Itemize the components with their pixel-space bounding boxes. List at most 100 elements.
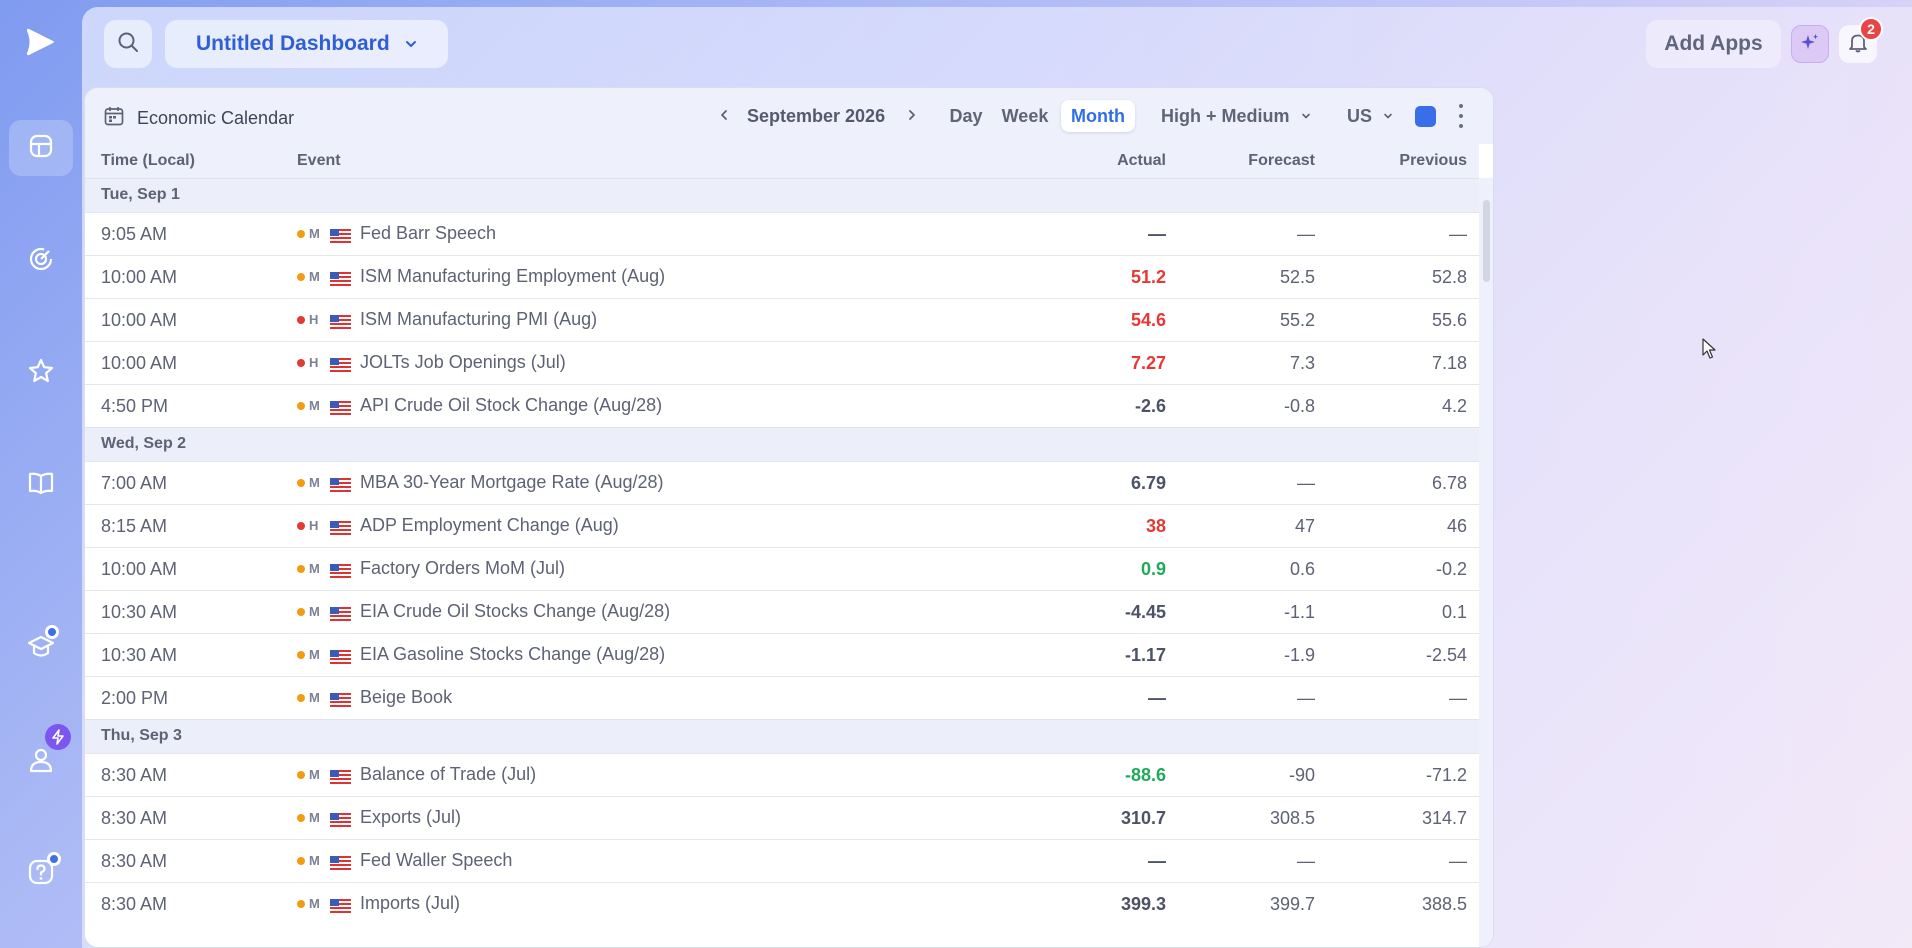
- table-row[interactable]: 8:15 AM H ADP Employment Change (Aug) 38 47 4…: [85, 504, 1479, 547]
- sparkle-icon: [1800, 32, 1820, 57]
- forecast-value: -90: [1288, 765, 1315, 785]
- next-month-button[interactable]: [905, 100, 919, 132]
- us-flag-icon: [330, 476, 351, 492]
- logo-icon[interactable]: [24, 26, 56, 58]
- scrollbar[interactable]: [1479, 178, 1493, 947]
- event-name[interactable]: Beige Book: [360, 687, 453, 707]
- forecast-value: —: [1297, 473, 1315, 493]
- day-label: Tue, Sep 1: [101, 186, 180, 203]
- dashboard-selector[interactable]: Untitled Dashboard: [165, 20, 448, 68]
- day-label: Thu, Sep 3: [101, 727, 182, 744]
- rail-library-button[interactable]: [9, 457, 73, 513]
- search-button[interactable]: [104, 20, 152, 68]
- event-name[interactable]: EIA Crude Oil Stocks Change (Aug/28): [360, 601, 671, 621]
- forecast-value: 0.6: [1289, 559, 1315, 579]
- widget-color-swatch[interactable]: [1415, 106, 1436, 127]
- rail-help-button[interactable]: [9, 846, 73, 902]
- add-apps-button[interactable]: Add Apps: [1646, 20, 1781, 68]
- ai-assistant-button[interactable]: [1791, 25, 1829, 63]
- event-cell: M Exports (Jul): [297, 807, 461, 828]
- actual-value: 310.7: [1120, 808, 1166, 828]
- column-time: Time (Local): [101, 152, 195, 169]
- rail-dashboard-button[interactable]: [9, 120, 73, 176]
- table-row[interactable]: 4:50 PM M API Crude Oil Stock Change (Aug/…: [85, 384, 1479, 427]
- us-flag-icon: [330, 854, 351, 870]
- previous-value: 314.7: [1421, 808, 1467, 828]
- table-row[interactable]: 10:30 AM M EIA Gasoline Stocks Change (Aug…: [85, 633, 1479, 676]
- table-row[interactable]: 10:00 AM M ISM Manufacturing Employment (A…: [85, 255, 1479, 298]
- event-name[interactable]: MBA 30-Year Mortgage Rate (Aug/28): [360, 472, 664, 492]
- us-flag-icon: [330, 562, 351, 578]
- main-panel: Untitled Dashboard Add Apps 2 Economic: [82, 7, 1912, 948]
- actual-value: 7.27: [1130, 353, 1166, 373]
- event-name[interactable]: Factory Orders MoM (Jul): [360, 558, 566, 578]
- event-cell: M MBA 30-Year Mortgage Rate (Aug/28): [297, 472, 664, 493]
- actual-value: 38: [1145, 516, 1166, 536]
- table-row[interactable]: 10:00 AM H ISM Manufacturing PMI (Aug) 54.6…: [85, 298, 1479, 341]
- event-name[interactable]: JOLTs Job Openings (Jul): [360, 352, 566, 372]
- tab-week[interactable]: Week: [1001, 105, 1049, 126]
- previous-value: —: [1449, 224, 1467, 244]
- previous-value: -2.54: [1425, 645, 1467, 665]
- tab-day[interactable]: Day: [949, 105, 983, 126]
- chevron-down-icon: [1300, 106, 1312, 127]
- forecast-value: 308.5: [1269, 808, 1315, 828]
- prev-month-button[interactable]: [717, 100, 731, 132]
- event-name[interactable]: Exports (Jul): [360, 807, 462, 827]
- table-row[interactable]: 8:30 AM M Imports (Jul) 399.3 399.7 388.5: [85, 882, 1479, 925]
- month-label: September 2026: [747, 105, 886, 126]
- table-row[interactable]: 10:00 AM M Factory Orders MoM (Jul) 0.9 0.6 -…: [85, 547, 1479, 590]
- country-filter-dropdown[interactable]: US: [1347, 100, 1394, 132]
- previous-value: -71.2: [1425, 765, 1467, 785]
- event-cell: M API Crude Oil Stock Change (Aug/28): [297, 395, 662, 416]
- table-row[interactable]: 8:30 AM M Fed Waller Speech — — —: [85, 839, 1479, 882]
- event-name[interactable]: ISM Manufacturing PMI (Aug): [360, 309, 598, 329]
- previous-value: 388.5: [1421, 894, 1467, 914]
- us-flag-icon: [330, 313, 351, 329]
- rail-account-button[interactable]: [9, 734, 73, 790]
- search-icon: [116, 30, 140, 59]
- importance-dot: [297, 478, 305, 487]
- rail-favorites-button[interactable]: [9, 345, 73, 401]
- actual-value: 0.9: [1140, 559, 1166, 579]
- previous-value: 46: [1446, 516, 1467, 536]
- tab-month[interactable]: Month: [1061, 100, 1135, 132]
- us-flag-icon: [330, 897, 351, 913]
- day-group-header: Wed, Sep 2: [85, 427, 1479, 461]
- event-name[interactable]: Balance of Trade (Jul): [360, 764, 537, 784]
- event-cell: H ADP Employment Change (Aug): [297, 515, 619, 536]
- importance-filter-dropdown[interactable]: High + Medium: [1161, 100, 1312, 132]
- table-row[interactable]: 10:30 AM M EIA Crude Oil Stocks Change (Au…: [85, 590, 1479, 633]
- event-name[interactable]: API Crude Oil Stock Change (Aug/28): [360, 395, 663, 415]
- scrollbar-thumb[interactable]: [1483, 200, 1490, 282]
- column-event: Event: [297, 152, 341, 169]
- event-name[interactable]: Imports (Jul): [360, 893, 461, 913]
- more-options-icon[interactable]: [1455, 104, 1467, 128]
- top-bar: Untitled Dashboard Add Apps 2: [82, 7, 1912, 81]
- previous-value: 55.6: [1431, 310, 1467, 330]
- previous-value: —: [1449, 851, 1467, 871]
- table-row[interactable]: 7:00 AM M MBA 30-Year Mortgage Rate (Aug/2…: [85, 461, 1479, 504]
- event-time: 8:30 AM: [101, 851, 168, 871]
- importance-dot: [297, 650, 305, 659]
- forecast-value: —: [1297, 224, 1315, 244]
- graduation-icon: [27, 632, 55, 665]
- table-row[interactable]: 8:30 AM M Exports (Jul) 310.7 308.5 314.7: [85, 796, 1479, 839]
- table-row[interactable]: 9:05 AM M Fed Barr Speech — — —: [85, 212, 1479, 255]
- actual-value: -88.6: [1124, 765, 1166, 785]
- event-name[interactable]: EIA Gasoline Stocks Change (Aug/28): [360, 644, 666, 664]
- star-icon: [27, 357, 55, 390]
- event-name[interactable]: Fed Barr Speech: [360, 223, 497, 243]
- importance-label: H: [309, 355, 319, 370]
- table-row[interactable]: 2:00 PM M Beige Book — — —: [85, 676, 1479, 719]
- rail-radar-button[interactable]: [9, 233, 73, 289]
- table-row[interactable]: 10:00 AM H JOLTs Job Openings (Jul) 7.27 7.3…: [85, 341, 1479, 384]
- forecast-value: -1.9: [1283, 645, 1315, 665]
- event-name[interactable]: ADP Employment Change (Aug): [360, 515, 619, 535]
- event-name[interactable]: Fed Waller Speech: [360, 850, 513, 870]
- event-name[interactable]: ISM Manufacturing Employment (Aug): [360, 266, 666, 286]
- table-row[interactable]: 8:30 AM M Balance of Trade (Jul) -88.6 -90 -7…: [85, 753, 1479, 796]
- event-cell: M Beige Book: [297, 687, 452, 708]
- rail-learn-button[interactable]: [9, 620, 73, 676]
- event-time: 7:00 AM: [101, 473, 168, 493]
